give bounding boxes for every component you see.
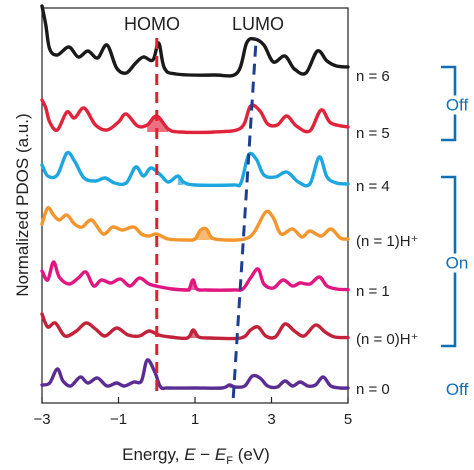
group-off-0-label: Off (446, 96, 469, 115)
lumo-label: LUMO (232, 14, 284, 34)
series-label-n-6: n = 6 (356, 68, 390, 85)
group-label-background (443, 380, 471, 399)
series-label-n-5: n = 5 (356, 125, 390, 142)
state-brackets: Off On Off (441, 65, 471, 399)
series-line-n-1 (40, 260, 350, 292)
series-label-n-1: n = 1 (356, 283, 390, 300)
series-label-n-4: n = 4 (356, 178, 390, 195)
series-line-n-4 (40, 150, 350, 188)
x-axis-ticks: −3 −1 1 3 5 (33, 397, 352, 428)
group-on-1-label: On (446, 254, 469, 273)
series-line-n-0 (40, 358, 350, 391)
x-tick-label: 5 (344, 411, 352, 428)
series-labels: n = 6 n = 5 n = 4 (n = 1)H⁺ n = 1 (n = 0)H⁺ n … (356, 68, 419, 398)
series-line-n-5 (40, 98, 350, 135)
group-label-background (443, 95, 471, 115)
group-label-background (443, 253, 471, 273)
plot-frame (41, 7, 349, 404)
x-axis-label: Energy, E − EF (eV) (122, 445, 270, 467)
pdos-traces (40, 4, 350, 391)
homo-label: HOMO (124, 14, 180, 34)
x-tick-label: 1 (191, 411, 199, 428)
x-tick-label: −3 (33, 411, 50, 428)
x-tick-label: −1 (110, 411, 127, 428)
y-axis-label: Normalized PDOS (a.u.) (13, 113, 32, 296)
lumo-guide-line (231, 37, 258, 399)
series-line-n-1-h (40, 206, 350, 242)
series-line-n-0-h (40, 312, 350, 341)
homo-lumo-guides (155, 37, 258, 399)
series-label-n-0-h: (n = 0)H⁺ (356, 331, 419, 348)
series-line-n-6 (40, 4, 350, 78)
series-label-n-0: n = 0 (356, 381, 390, 398)
series-label-n-1-h: (n = 1)H⁺ (356, 233, 419, 250)
group-off-2-label: Off (446, 380, 469, 399)
x-tick-label: 3 (267, 411, 275, 428)
